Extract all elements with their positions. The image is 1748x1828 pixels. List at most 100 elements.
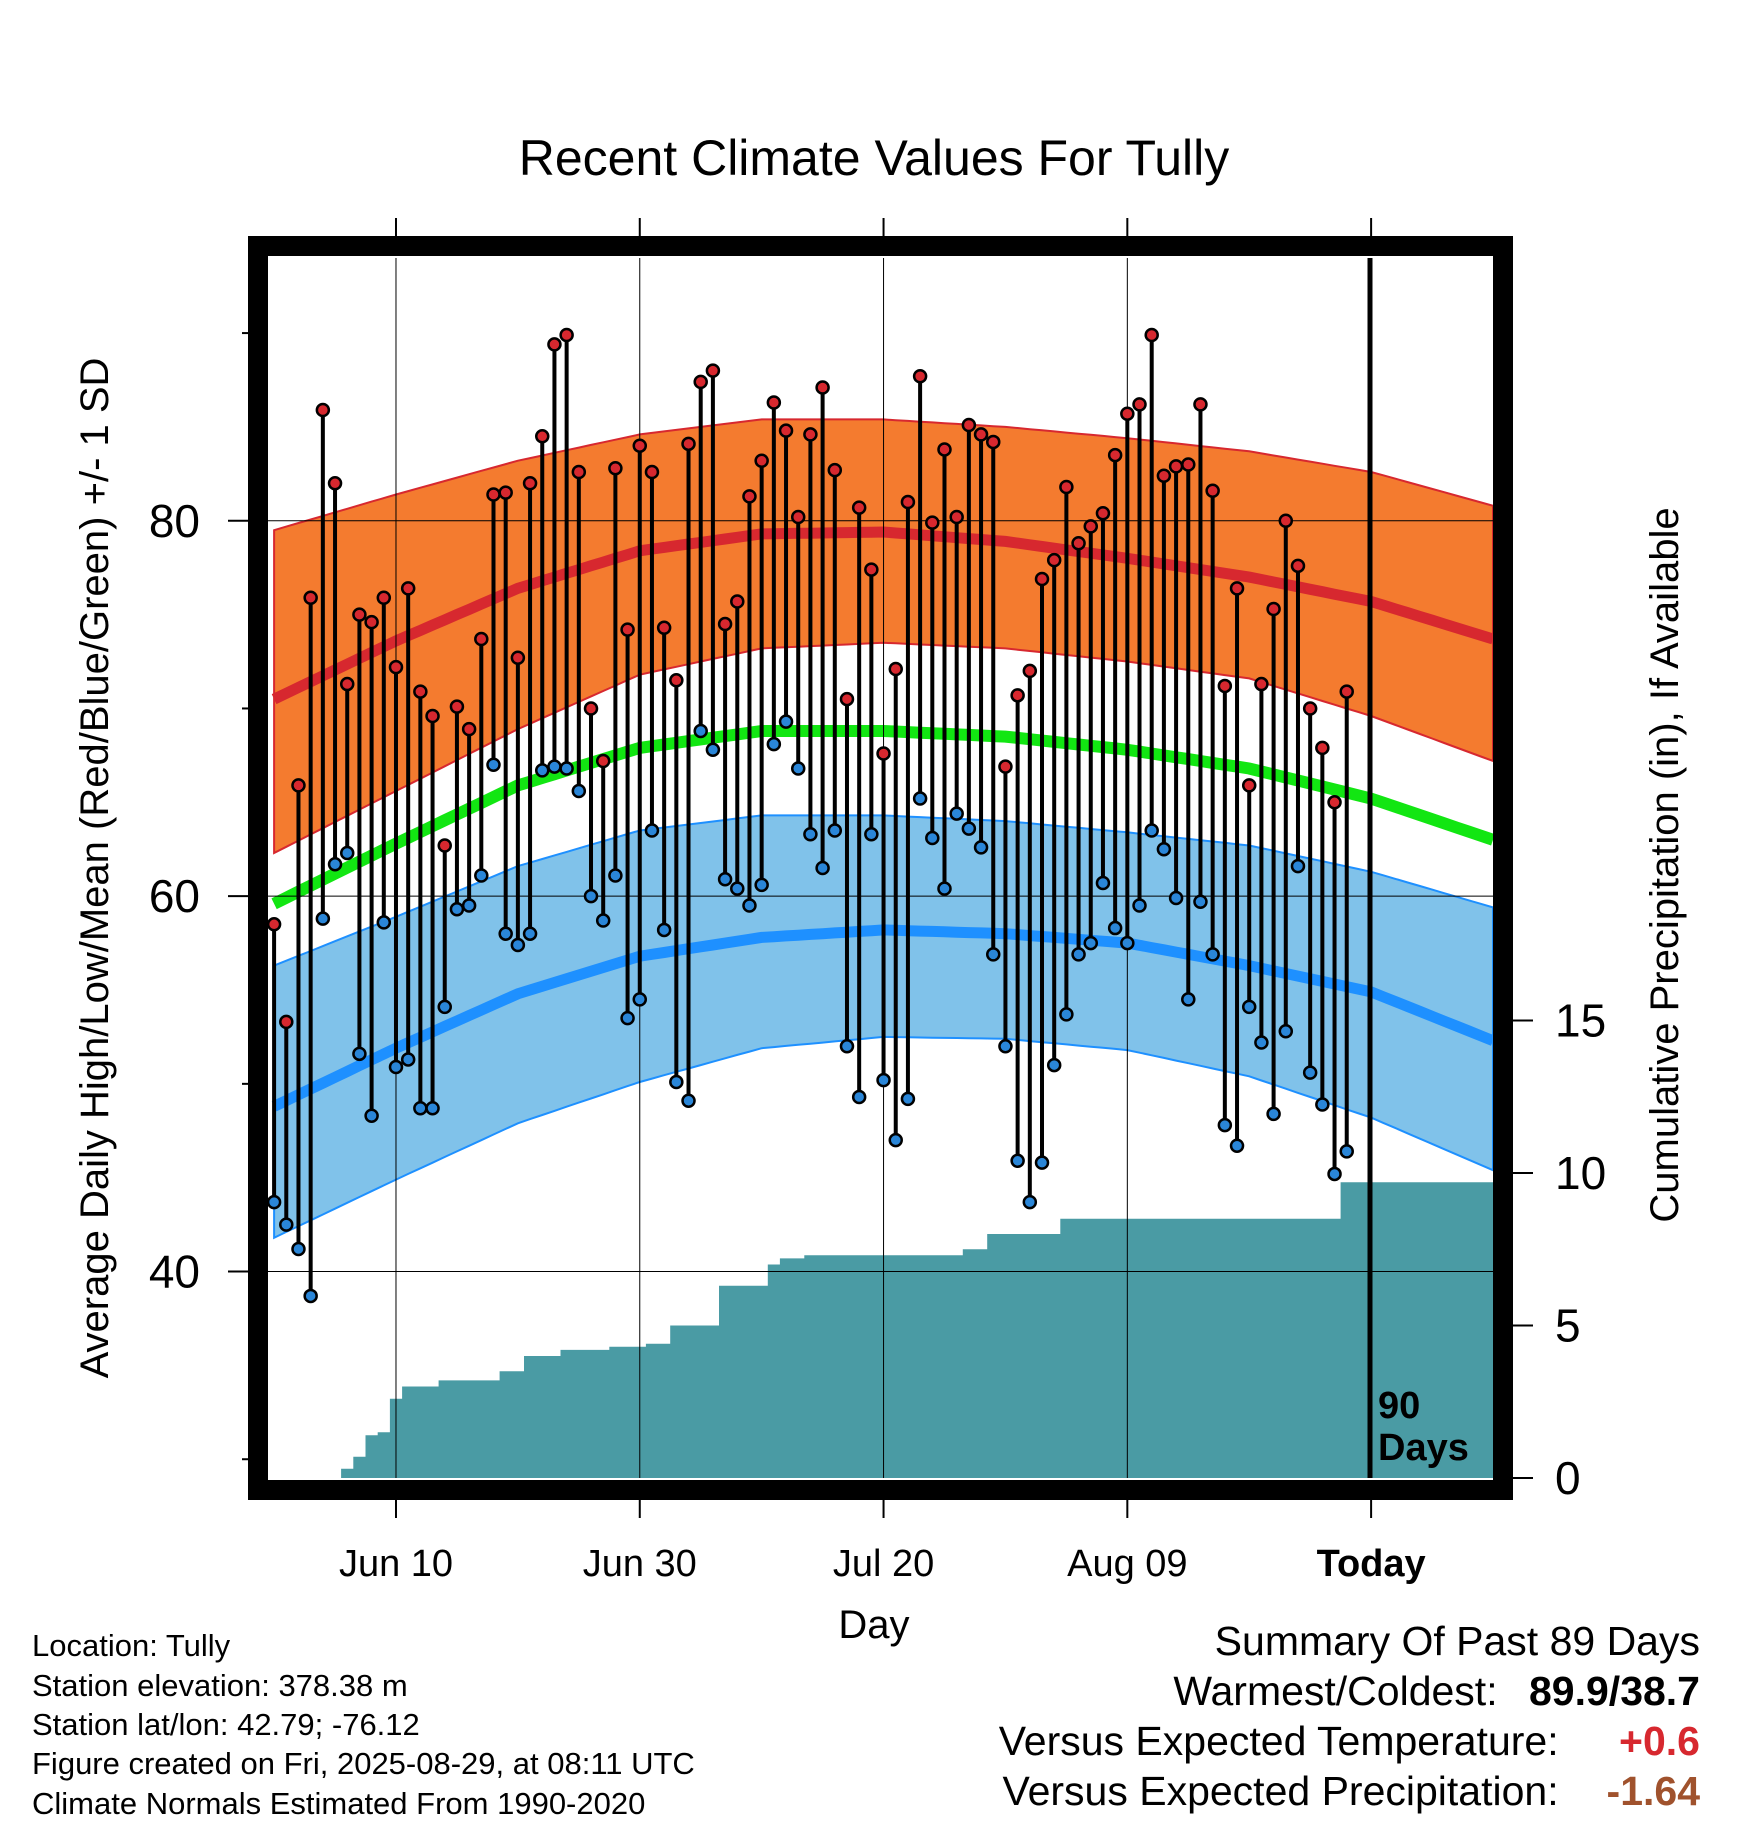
low-point: [522, 926, 538, 941]
low-point: [973, 840, 989, 855]
low-point: [1181, 992, 1196, 1007]
summary-temp-value: +0.6: [1619, 1718, 1700, 1764]
high-point: [449, 699, 465, 714]
low-point: [437, 999, 452, 1015]
low-point: [498, 926, 513, 941]
high-point: [1120, 406, 1135, 422]
high-point: [705, 363, 721, 378]
high-point: [1022, 663, 1038, 679]
low-point: [985, 947, 1001, 962]
low-point: [595, 913, 611, 928]
low-point: [425, 1100, 440, 1116]
low-point: [474, 868, 489, 883]
low-point: [461, 898, 477, 913]
low-point: [510, 937, 526, 953]
low-point: [1278, 1024, 1294, 1039]
high-point: [376, 590, 392, 605]
high-point: [437, 838, 452, 853]
high-point: [973, 427, 989, 442]
y2-tick-label: 0: [1555, 1452, 1581, 1504]
high-point: [681, 436, 696, 452]
low-point: [1168, 890, 1184, 906]
low-point: [400, 1052, 416, 1067]
low-point: [778, 714, 794, 729]
high-point: [766, 395, 782, 410]
high-point: [717, 616, 733, 632]
low-point: [339, 845, 355, 861]
high-point: [1083, 519, 1099, 534]
low-point: [669, 1074, 684, 1090]
low-point: [266, 1194, 282, 1210]
high-point: [1144, 327, 1159, 343]
low-point: [730, 881, 745, 896]
high-point: [608, 460, 623, 476]
low-point: [949, 806, 964, 821]
high-point: [388, 659, 404, 675]
low-point: [559, 761, 574, 776]
high-point: [925, 515, 940, 530]
low-point: [937, 881, 952, 896]
low-point: [1034, 1155, 1050, 1170]
plot-frame: [248, 236, 1513, 1500]
high-point: [1010, 688, 1025, 703]
high-point: [754, 453, 769, 468]
low-point: [1290, 858, 1306, 874]
low-point: [486, 757, 501, 773]
summary-warmest-row: Warmest/Coldest: 89.9/38.7: [1173, 1668, 1700, 1715]
summary-temp-row: Versus Expected Temperature: +0.6: [999, 1718, 1700, 1765]
low-point: [961, 821, 977, 836]
footer-normals: Climate Normals Estimated From 1990-2020: [32, 1786, 646, 1821]
high-point: [839, 691, 855, 707]
high-point: [1046, 552, 1062, 568]
low-point: [705, 742, 721, 758]
summary-heading: Summary Of Past 89 Days: [1214, 1618, 1700, 1664]
high-point: [803, 427, 818, 442]
high-point: [303, 590, 318, 605]
low-point: [1144, 823, 1159, 838]
high-point: [1278, 513, 1294, 529]
summary-precip-label: Versus Expected Precipitation:: [1002, 1768, 1559, 1814]
summary-precip-value: -1.64: [1606, 1768, 1700, 1814]
high-point: [669, 673, 684, 688]
summary-warmest-value: 89.9/38.7: [1529, 1668, 1700, 1714]
high-point: [547, 337, 562, 352]
y2-tick-label: 5: [1555, 1300, 1581, 1352]
high-point: [1327, 795, 1342, 810]
high-point: [1168, 459, 1184, 474]
low-point: [376, 915, 392, 930]
high-point: [498, 485, 513, 500]
low-point: [1132, 898, 1147, 913]
x-tick-label: Jul 20: [833, 1543, 934, 1585]
high-point: [1290, 558, 1306, 574]
low-point: [754, 877, 769, 893]
low-point: [1010, 1153, 1025, 1169]
low-point: [620, 1010, 635, 1026]
low-point: [1083, 935, 1099, 951]
high-point: [1095, 506, 1111, 521]
right-axis: 0 5 10 15: [1513, 995, 1606, 1504]
x-tick-label: Aug 09: [1067, 1543, 1187, 1585]
low-point: [790, 761, 806, 776]
low-point: [1193, 894, 1208, 910]
low-point: [1156, 841, 1172, 857]
low-point: [766, 736, 782, 752]
high-point: [291, 778, 306, 793]
low-point: [388, 1059, 404, 1075]
bottom-axis: Jun 10 Jun 30 Jul 20 Aug 09 Today: [339, 218, 1426, 1585]
summary-warmest-label: Warmest/Coldest:: [1173, 1668, 1498, 1714]
low-point: [1217, 1117, 1233, 1133]
low-point: [681, 1093, 696, 1108]
low-point: [998, 1039, 1013, 1054]
low-point: [1229, 1138, 1245, 1154]
daily-stems: [272, 334, 1349, 1296]
high-point: [559, 327, 574, 343]
footer-created: Figure created on Fri, 2025-08-29, at 08…: [32, 1746, 695, 1781]
low-point: [315, 911, 331, 926]
high-point: [1315, 740, 1330, 756]
high-point: [1132, 397, 1147, 412]
low-point: [291, 1241, 306, 1257]
low-point: [327, 856, 343, 872]
high-point: [327, 475, 343, 491]
daily-points: [266, 327, 1354, 1304]
